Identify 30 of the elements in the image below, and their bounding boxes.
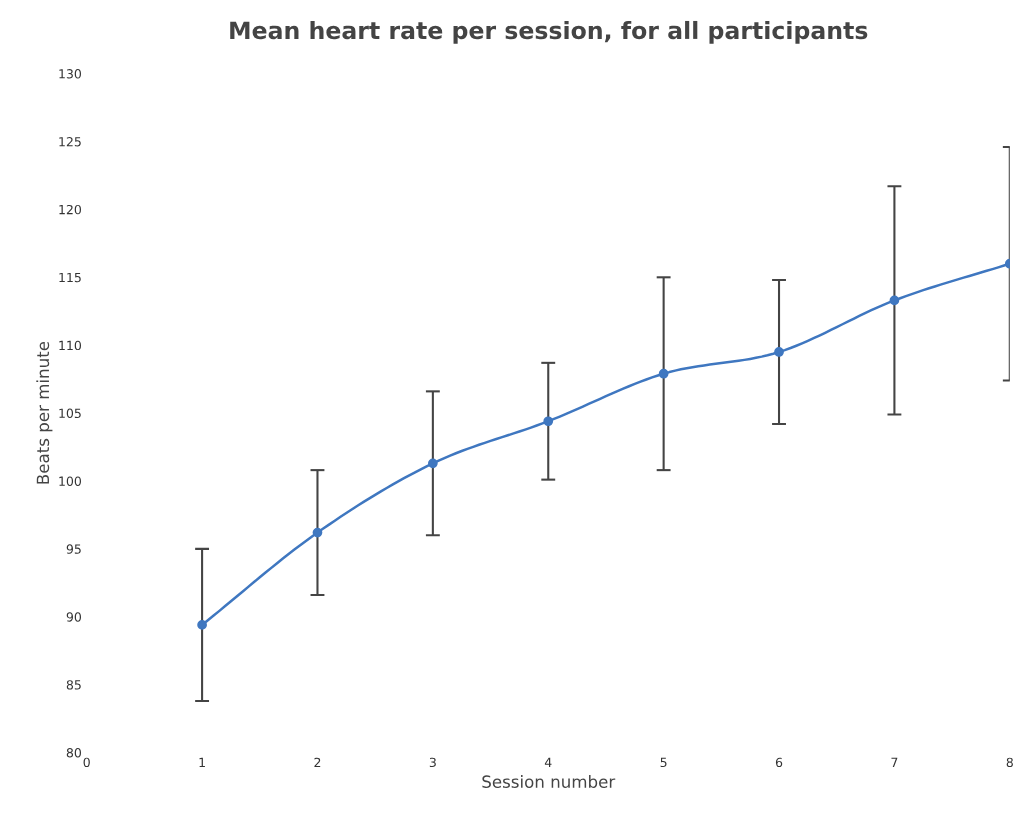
y-tick-label: 95 bbox=[66, 544, 81, 554]
x-tick-label: 1 bbox=[199, 757, 205, 767]
y-tick-label: 110 bbox=[59, 340, 82, 351]
x-tick-label: 4 bbox=[544, 757, 552, 767]
x-tick-label: 3 bbox=[429, 757, 436, 768]
x-tick-label: 7 bbox=[891, 757, 898, 767]
x-tick-label: 8 bbox=[1006, 757, 1013, 768]
y-axis-title: Beats per minute bbox=[36, 341, 53, 484]
y-tick-label: 80 bbox=[66, 748, 82, 758]
y-tick-label: 130 bbox=[59, 69, 82, 79]
point bbox=[658, 368, 669, 379]
y-tick-label: 90 bbox=[66, 612, 82, 622]
x-tick-label: 6 bbox=[775, 757, 783, 768]
point bbox=[197, 620, 207, 630]
chart-title: Mean heart rate per session, for all participants bbox=[230, 20, 868, 44]
y-tick-label: 120 bbox=[59, 204, 82, 215]
x-tick-label: 2 bbox=[314, 757, 321, 767]
x-tick-label: 0 bbox=[83, 757, 90, 768]
y-tick-label: 105 bbox=[59, 408, 81, 419]
point bbox=[312, 527, 323, 538]
point bbox=[428, 458, 438, 469]
y-tick-label: 115 bbox=[59, 272, 81, 283]
y-tick-label: 100 bbox=[59, 476, 82, 486]
y-tick-label: 85 bbox=[66, 680, 81, 690]
point bbox=[774, 347, 784, 357]
x-tick-label: 5 bbox=[660, 757, 667, 768]
y-tick-label: 125 bbox=[59, 136, 81, 147]
x-axis-title: Session number bbox=[482, 775, 616, 788]
point bbox=[543, 416, 554, 427]
point bbox=[889, 295, 900, 306]
